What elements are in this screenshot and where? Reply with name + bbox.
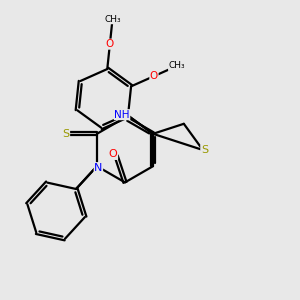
Text: O: O [150, 71, 158, 81]
Text: O: O [106, 39, 114, 49]
Text: NH: NH [114, 110, 130, 120]
Text: S: S [62, 129, 70, 139]
Text: N: N [94, 163, 103, 173]
Text: CH₃: CH₃ [104, 15, 121, 24]
Text: O: O [109, 149, 118, 159]
Text: CH₃: CH₃ [169, 61, 185, 70]
Text: S: S [201, 145, 208, 155]
